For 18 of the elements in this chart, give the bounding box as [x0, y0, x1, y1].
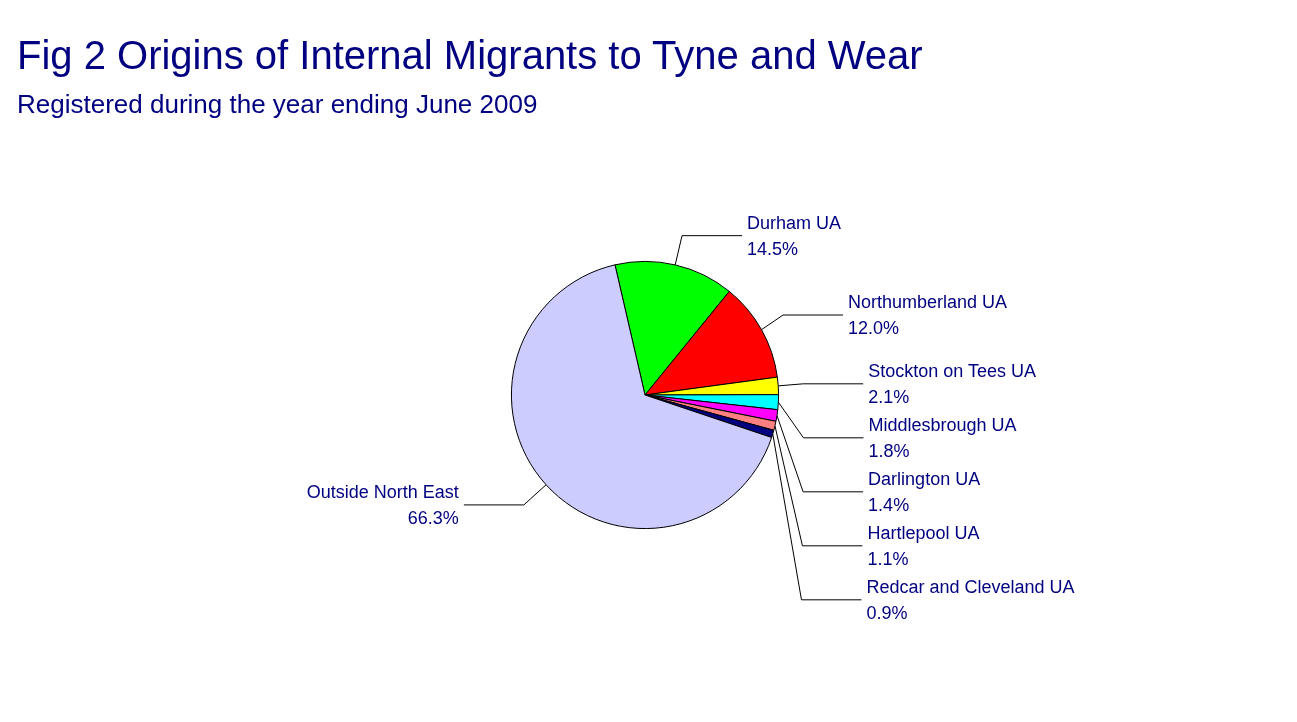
data-label: 66.3% — [407, 507, 459, 528]
data-label: 1.4% — [868, 494, 910, 515]
data-label: 12.0% — [848, 318, 900, 339]
chart-subtitle: Registered during the year ending June 2009 — [17, 89, 538, 119]
slice-label: Stockton on Tees UA — [868, 360, 1036, 381]
slice-label: Northumberland UA — [848, 292, 1008, 313]
slice-label: Hartlepool UA — [867, 522, 980, 543]
slice-label: Middlesbrough UA — [868, 414, 1017, 435]
data-label: 2.1% — [868, 386, 910, 407]
data-label: 1.8% — [868, 440, 910, 461]
data-label: 0.9% — [866, 602, 908, 623]
slice-label: Durham UA — [747, 212, 842, 233]
slice-label: Darlington UA — [868, 468, 981, 489]
data-label: 14.5% — [747, 238, 799, 259]
slice-label: Redcar and Cleveland UA — [866, 576, 1075, 597]
chart-title: Fig 2 Origins of Internal Migrants to Tyne and Wear — [17, 33, 923, 77]
data-label: 1.1% — [867, 548, 909, 569]
slice-label: Outside North East — [306, 481, 459, 502]
